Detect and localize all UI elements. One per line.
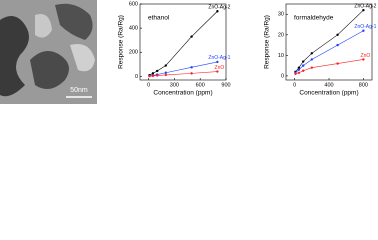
- series-line: [295, 59, 364, 75]
- tem-image: 50nm: [0, 0, 97, 104]
- x-tick-label: 300: [170, 82, 179, 88]
- series-line: [295, 30, 364, 74]
- x-tick-label: 600: [196, 82, 205, 88]
- y-tick-label: 10: [278, 53, 284, 59]
- data-point: [362, 29, 365, 32]
- data-point: [302, 60, 305, 63]
- data-point: [310, 66, 313, 69]
- y-tick-label: 20: [278, 32, 284, 38]
- data-point: [310, 52, 313, 55]
- tem-dark-region: [30, 51, 69, 89]
- series-label: ZnO-Ag-1: [208, 55, 230, 61]
- tem-light-region: [70, 44, 95, 72]
- data-point: [151, 74, 155, 78]
- y-axis-label: Response (Ra/Rg): [264, 15, 271, 69]
- data-point: [190, 72, 193, 75]
- data-point: [151, 72, 155, 75]
- data-point: [297, 71, 301, 75]
- x-tick-label: 400: [324, 82, 333, 88]
- tem-dark-region: [55, 3, 93, 40]
- data-point: [216, 60, 219, 64]
- annotation: ethanol: [148, 15, 170, 22]
- data-point: [362, 8, 365, 12]
- data-point: [190, 66, 193, 69]
- data-point: [336, 33, 339, 37]
- data-point: [297, 68, 301, 71]
- x-axis-label: Concentration (ppm): [153, 90, 212, 97]
- annotation: formaldehyde: [294, 15, 334, 22]
- page: {"image": {"scale_label": "50nm"}, "char…: [0, 0, 378, 104]
- y-tick-label: 200: [129, 50, 138, 56]
- data-point: [336, 62, 339, 65]
- series-label: ZnO-Ag-2: [208, 5, 230, 11]
- y-tick-label: 0: [281, 73, 284, 79]
- tem-light-region: [35, 14, 52, 38]
- x-tick-label: 800: [359, 82, 368, 88]
- data-point: [156, 69, 159, 73]
- tem-dark-region: [0, 16, 29, 97]
- data-point: [148, 74, 151, 78]
- data-point: [297, 66, 301, 69]
- x-tick-label: 0: [147, 82, 150, 88]
- data-point: [164, 71, 167, 74]
- data-point: [310, 58, 313, 61]
- series-label: ZnO: [215, 65, 225, 71]
- x-tick-label: 900: [221, 82, 230, 88]
- y-tick-label: 600: [129, 1, 138, 7]
- data-point: [164, 73, 167, 77]
- data-point: [294, 72, 297, 76]
- data-point: [336, 43, 339, 47]
- y-tick-label: 30: [278, 12, 284, 18]
- y-axis-label: Response (Ra/Rg): [118, 15, 125, 69]
- x-tick-label: 0: [293, 82, 296, 88]
- data-point: [216, 10, 219, 13]
- data-point: [362, 58, 365, 61]
- y-tick-label: 0: [135, 74, 138, 80]
- plot-frame: [139, 3, 227, 81]
- data-point: [190, 35, 193, 38]
- x-axis-label: Concentration (ppm): [299, 90, 358, 97]
- data-point: [164, 64, 167, 67]
- data-point: [302, 69, 305, 72]
- data-point: [156, 74, 159, 77]
- data-point: [302, 64, 305, 67]
- scale-label: 50nm: [70, 87, 88, 94]
- y-tick-label: 400: [129, 26, 138, 32]
- series-label: ZnO-Ag-2: [354, 3, 376, 9]
- series-label: ZnO: [361, 53, 371, 59]
- data-point: [216, 70, 219, 73]
- series-label: ZnO-Ag-1: [354, 24, 376, 30]
